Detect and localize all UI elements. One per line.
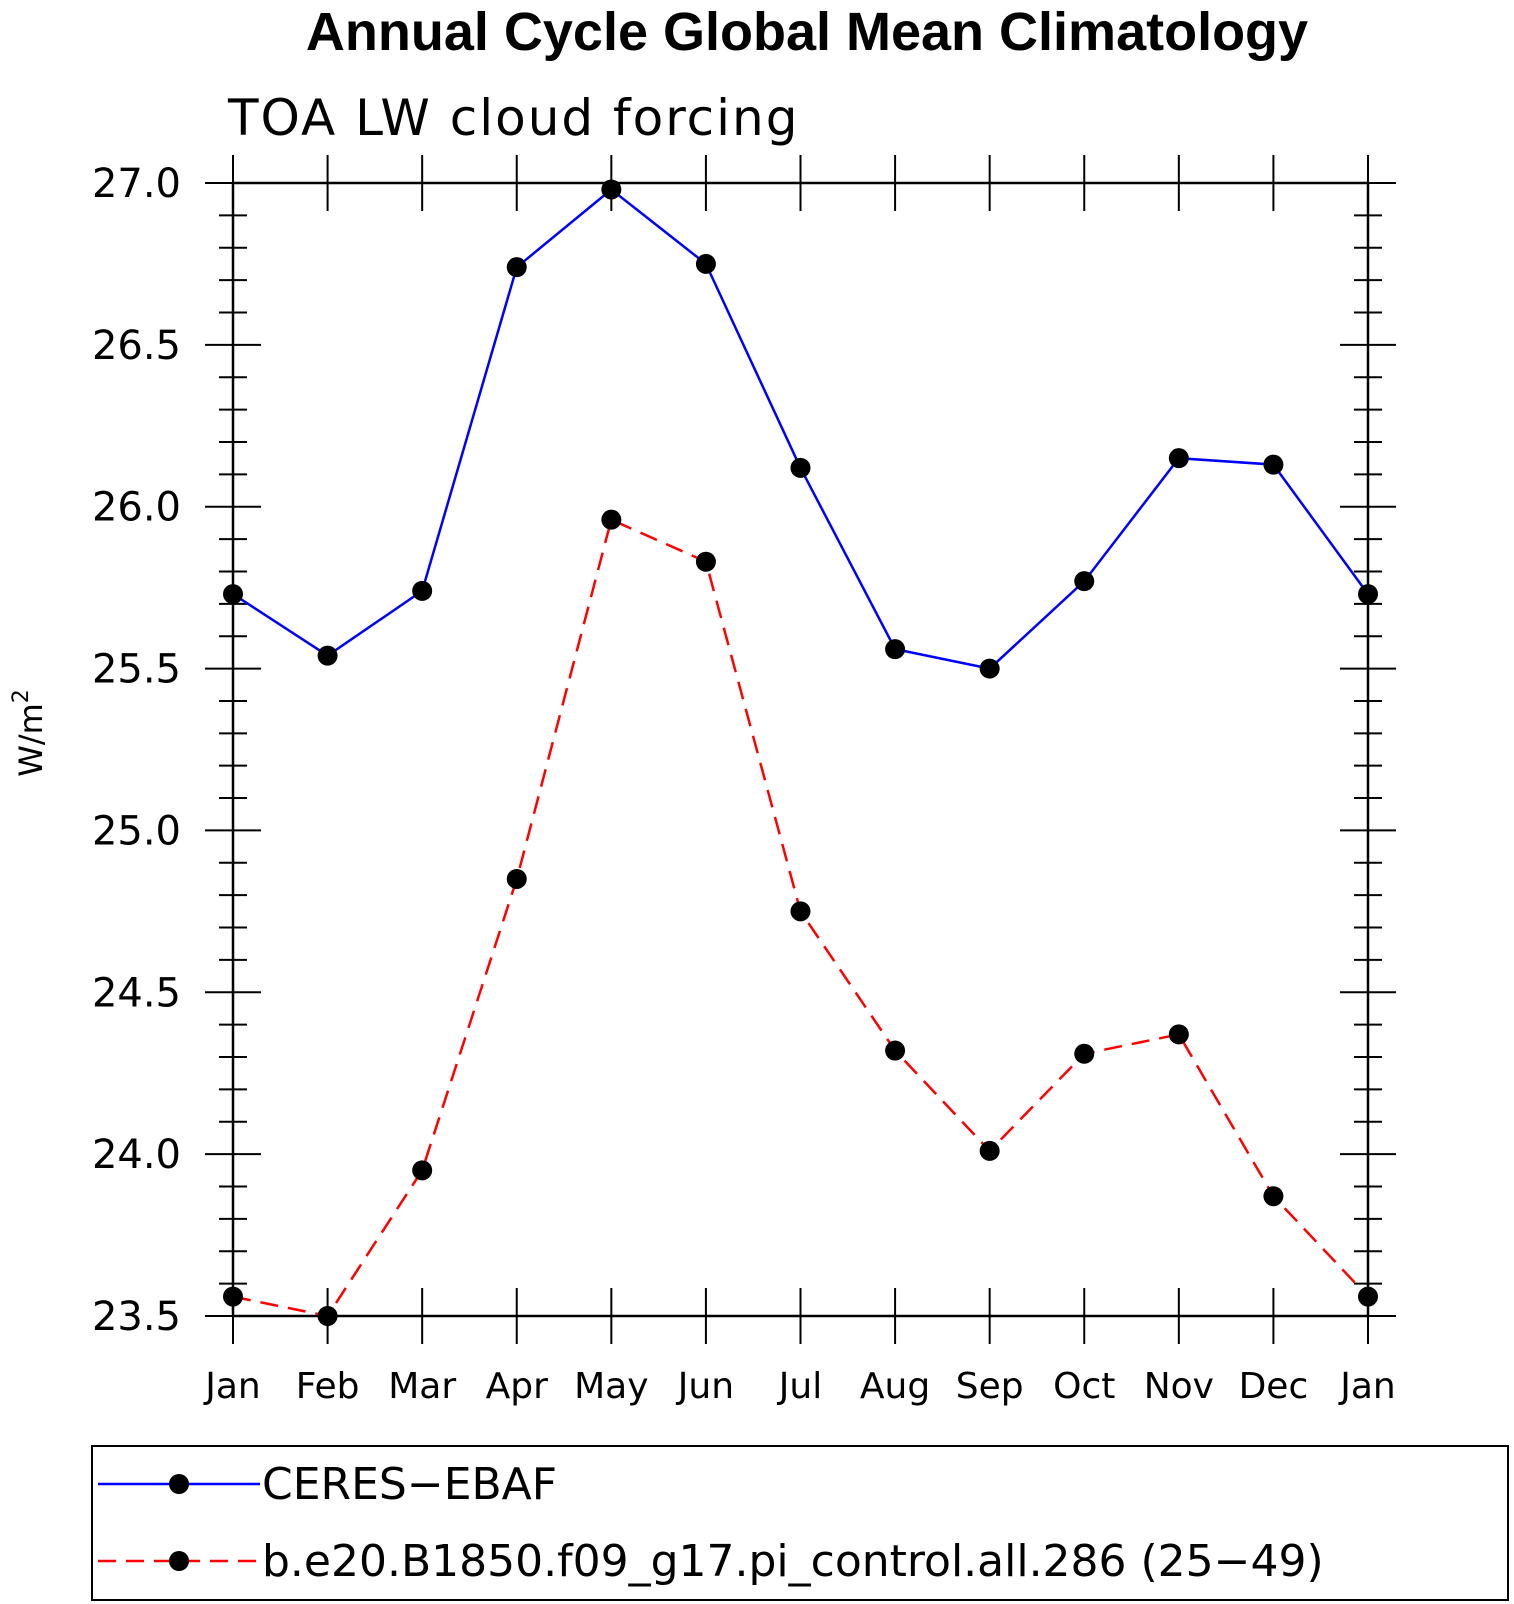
x-tick-label: Jun bbox=[676, 1366, 734, 1407]
x-tick-label: May bbox=[574, 1366, 648, 1407]
data-point-ceres bbox=[412, 580, 433, 601]
data-point-ceres bbox=[1074, 571, 1095, 592]
data-point-model bbox=[885, 1040, 906, 1061]
data-point-model bbox=[695, 551, 716, 572]
data-point-model bbox=[223, 1286, 243, 1307]
y-tick-label: 24.5 bbox=[92, 970, 181, 1016]
x-tick-label: Nov bbox=[1144, 1366, 1214, 1407]
x-tick-label: Jan bbox=[1338, 1366, 1396, 1407]
data-point-model bbox=[412, 1160, 433, 1181]
y-tick-label: 25.0 bbox=[92, 808, 181, 854]
data-point-ceres bbox=[223, 584, 243, 605]
chart-subtitle: TOA LW cloud forcing bbox=[227, 89, 799, 147]
plot-frame bbox=[231, 181, 1370, 1318]
x-tick-label: Feb bbox=[296, 1366, 360, 1407]
x-tick-label: Dec bbox=[1239, 1366, 1309, 1407]
data-point-model bbox=[317, 1306, 338, 1326]
data-point-model bbox=[1168, 1024, 1189, 1045]
legend-marker-ceres bbox=[169, 1474, 189, 1494]
data-point-model bbox=[1074, 1043, 1095, 1064]
data-point-model bbox=[790, 901, 811, 922]
x-tick-label: Apr bbox=[486, 1366, 548, 1407]
chart-title: Annual Cycle Global Mean Climatology bbox=[306, 2, 1308, 62]
data-point-model bbox=[1358, 1286, 1378, 1307]
data-point-ceres bbox=[601, 179, 622, 200]
data-point-ceres bbox=[1168, 448, 1189, 469]
data-point-ceres bbox=[885, 639, 906, 660]
y-tick-label: 25.5 bbox=[92, 647, 181, 693]
y-tick-label: 26.0 bbox=[92, 485, 181, 531]
y-tick-label: 24.0 bbox=[92, 1132, 181, 1178]
y-tick-label: 27.0 bbox=[92, 161, 181, 207]
x-tick-label: Jan bbox=[203, 1366, 261, 1407]
x-tick-label: Sep bbox=[956, 1366, 1024, 1407]
data-point-ceres bbox=[1358, 584, 1378, 605]
data-point-ceres bbox=[979, 658, 1000, 679]
data-point-model bbox=[601, 509, 622, 530]
x-tick-label: Jul bbox=[777, 1366, 822, 1407]
series-line-ceres bbox=[232, 187, 1370, 670]
legend-label-ceres: CERES−EBAF bbox=[262, 1459, 557, 1510]
data-point-ceres bbox=[790, 457, 811, 478]
data-point-ceres bbox=[695, 253, 716, 274]
x-tick-label: Aug bbox=[860, 1366, 930, 1407]
legend-box bbox=[91, 1445, 1509, 1601]
x-tick-label: Mar bbox=[388, 1366, 456, 1407]
x-tick-label: Oct bbox=[1053, 1366, 1115, 1407]
legend-marker-model bbox=[169, 1551, 189, 1571]
data-point-model bbox=[1263, 1186, 1284, 1207]
y-tick-label: 23.5 bbox=[92, 1294, 181, 1340]
y-tick-label: 26.5 bbox=[92, 323, 181, 369]
data-point-ceres bbox=[317, 645, 338, 666]
data-point-ceres bbox=[506, 257, 527, 278]
legend: CERES−EBAF b.e20.B1850.f09_g17.pi_contro… bbox=[91, 1445, 1509, 1601]
data-point-model bbox=[506, 868, 527, 889]
data-point-ceres bbox=[1263, 454, 1284, 475]
y-axis-label: W/m2 bbox=[9, 689, 50, 777]
legend-label-model: b.e20.B1850.f09_g17.pi_control.all.286 (… bbox=[262, 1536, 1324, 1587]
data-point-model bbox=[979, 1140, 1000, 1161]
